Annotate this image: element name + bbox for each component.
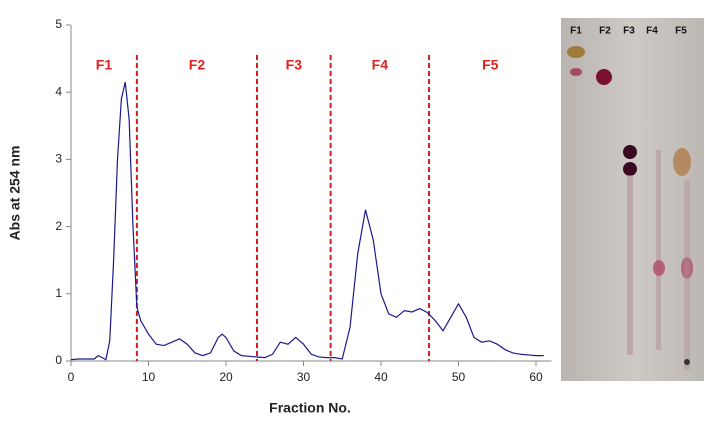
data-line <box>70 81 544 361</box>
plate-lane-label: F5 <box>675 26 687 37</box>
plate-lane-label: F1 <box>570 26 582 37</box>
region-label: F3 <box>286 57 303 73</box>
y-axis-title: Abs at 254 nm <box>7 146 23 241</box>
region-label: F2 <box>189 57 206 73</box>
x-tick-label: 20 <box>219 370 233 384</box>
x-tick-label: 0 <box>68 370 75 384</box>
x-tick-label: 30 <box>297 370 311 384</box>
y-tick-label: 3 <box>55 152 62 166</box>
region-label: F4 <box>372 57 389 73</box>
region-label: F1 <box>96 57 113 73</box>
y-tick-label: 1 <box>55 286 62 300</box>
plate-lane-label: F2 <box>599 26 611 37</box>
y-tick-label: 5 <box>55 17 62 31</box>
y-tick-label: 0 <box>55 353 62 367</box>
region-label: F5 <box>482 57 499 73</box>
x-axis-title: Fraction No. <box>269 400 351 416</box>
plate-lane-label: F3 <box>623 26 635 37</box>
y-tick-label: 2 <box>55 219 62 233</box>
plate-lane-label: F4 <box>646 26 658 37</box>
tlc-plate <box>561 18 704 381</box>
x-tick-label: 50 <box>452 370 466 384</box>
x-tick-label: 10 <box>142 370 156 384</box>
y-tick-label: 4 <box>55 84 62 98</box>
x-tick-label: 60 <box>529 370 543 384</box>
x-tick-label: 40 <box>374 370 388 384</box>
